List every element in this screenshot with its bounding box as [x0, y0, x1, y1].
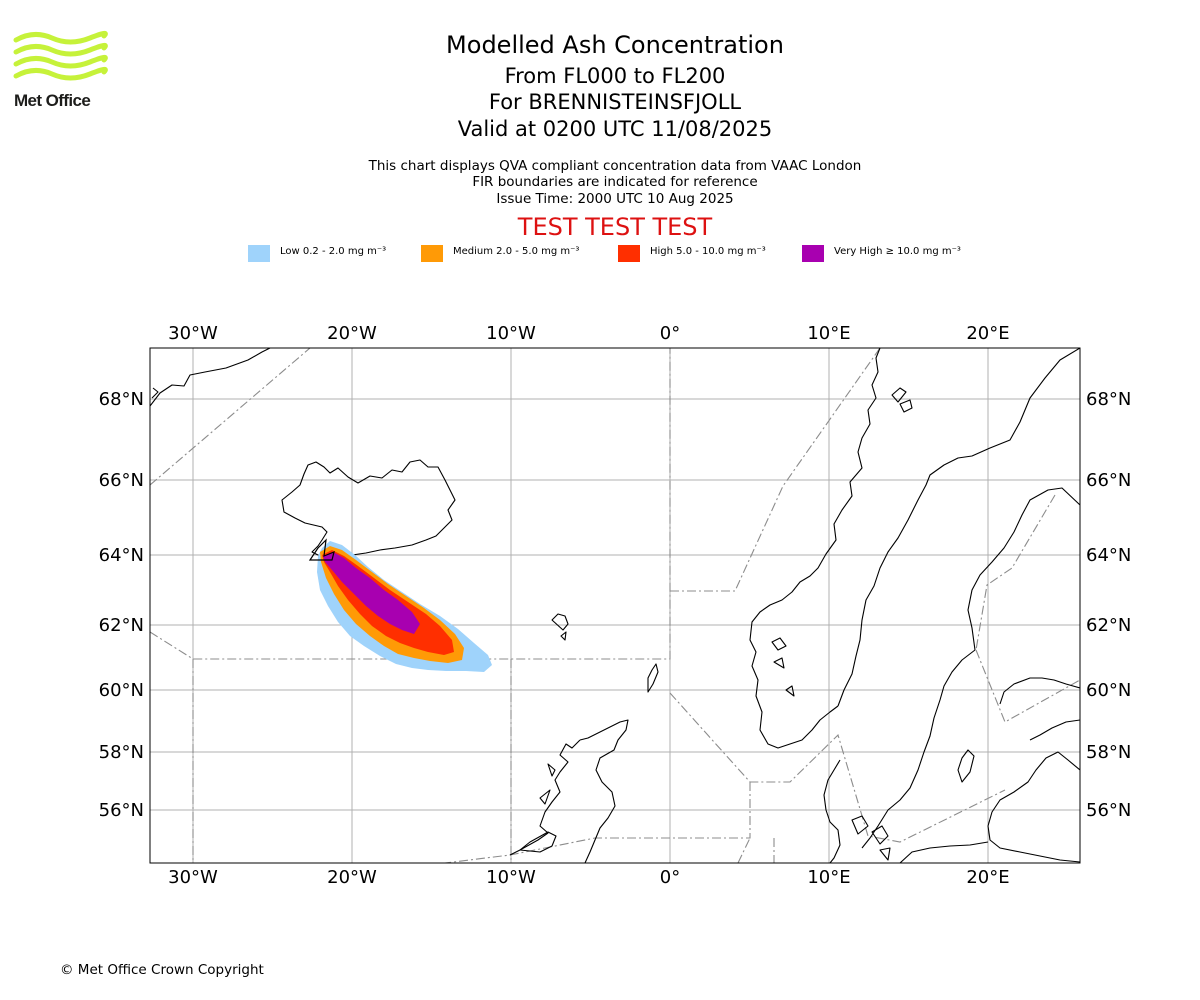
- graticule: [150, 348, 1080, 863]
- lon-label-top: 30°W: [168, 323, 218, 344]
- lat-label-right: 64°N: [1086, 545, 1131, 566]
- valid-time: Valid at 0200 UTC 11/08/2025: [457, 117, 773, 141]
- lon-label-bottom: 20°W: [327, 867, 377, 888]
- lon-label-top: 10°W: [486, 323, 536, 344]
- lat-labels-left: 68°N 66°N 64°N 62°N 60°N 58°N 56°N: [99, 389, 144, 821]
- map-frame-background: [150, 348, 1080, 863]
- legend-label-medium: Medium 2.0 - 5.0 mg m⁻³: [453, 246, 580, 257]
- lon-label-bottom: 0°: [660, 867, 680, 888]
- lat-label-right: 68°N: [1086, 389, 1131, 410]
- lon-label-top: 0°: [660, 323, 680, 344]
- lon-label-bottom: 30°W: [168, 867, 218, 888]
- lon-label-top: 20°E: [966, 323, 1009, 344]
- chart-title: Modelled Ash Concentration: [446, 31, 784, 59]
- test-banner: TEST TEST TEST: [517, 213, 713, 241]
- legend-label-high: High 5.0 - 10.0 mg m⁻³: [650, 246, 766, 257]
- lat-label-left: 56°N: [99, 800, 144, 821]
- flight-level-range: From FL000 to FL200: [504, 64, 726, 88]
- legend-swatch-very-high: [802, 245, 824, 262]
- lat-label-left: 62°N: [99, 615, 144, 636]
- lat-label-right: 58°N: [1086, 742, 1131, 763]
- copyright: © Met Office Crown Copyright: [60, 962, 264, 978]
- lon-label-top: 20°W: [327, 323, 377, 344]
- legend-swatch-high: [618, 245, 640, 262]
- legend-label-low: Low 0.2 - 2.0 mg m⁻³: [280, 246, 387, 257]
- volcano-location: [308, 538, 335, 561]
- lon-label-top: 10°E: [807, 323, 850, 344]
- lon-labels-top: 30°W 20°W 10°W 0° 10°E 20°E: [168, 323, 1009, 344]
- lat-labels-right: 68°N 66°N 64°N 62°N 60°N 58°N 56°N: [1086, 389, 1131, 821]
- lat-label-left: 58°N: [99, 742, 144, 763]
- ash-plume: [317, 541, 492, 672]
- map-frame: [149, 347, 1081, 864]
- coastlines: [150, 348, 1080, 863]
- lat-label-left: 64°N: [99, 545, 144, 566]
- legend-label-very-high: Very High ≥ 10.0 mg m⁻³: [834, 246, 961, 257]
- ash-very-high: [323, 552, 420, 634]
- legend-swatch-medium: [421, 245, 443, 262]
- lon-labels-bottom: 30°W 20°W 10°W 0° 10°E 20°E: [168, 867, 1009, 888]
- compliance-note: This chart displays QVA compliant concen…: [368, 158, 862, 174]
- lat-label-right: 60°N: [1086, 680, 1131, 701]
- lat-label-right: 66°N: [1086, 470, 1131, 491]
- fir-note: FIR boundaries are indicated for referen…: [472, 174, 758, 190]
- lon-label-bottom: 10°W: [486, 867, 536, 888]
- logo-text: Met Office: [14, 91, 91, 110]
- lon-label-bottom: 20°E: [966, 867, 1009, 888]
- lat-label-left: 60°N: [99, 680, 144, 701]
- legend: Low 0.2 - 2.0 mg m⁻³ Medium 2.0 - 5.0 mg…: [0, 244, 1200, 264]
- lat-label-left: 68°N: [99, 389, 144, 410]
- lat-label-right: 62°N: [1086, 615, 1131, 636]
- lat-label-left: 66°N: [99, 470, 144, 491]
- met-office-logo-icon: [13, 30, 108, 81]
- lat-label-right: 56°N: [1086, 800, 1131, 821]
- lon-label-bottom: 10°E: [807, 867, 850, 888]
- volcano-name: For BRENNISTEINSFJOLL: [488, 90, 742, 114]
- issue-time: Issue Time: 2000 UTC 10 Aug 2025: [496, 191, 734, 207]
- legend-swatch-low: [248, 245, 270, 262]
